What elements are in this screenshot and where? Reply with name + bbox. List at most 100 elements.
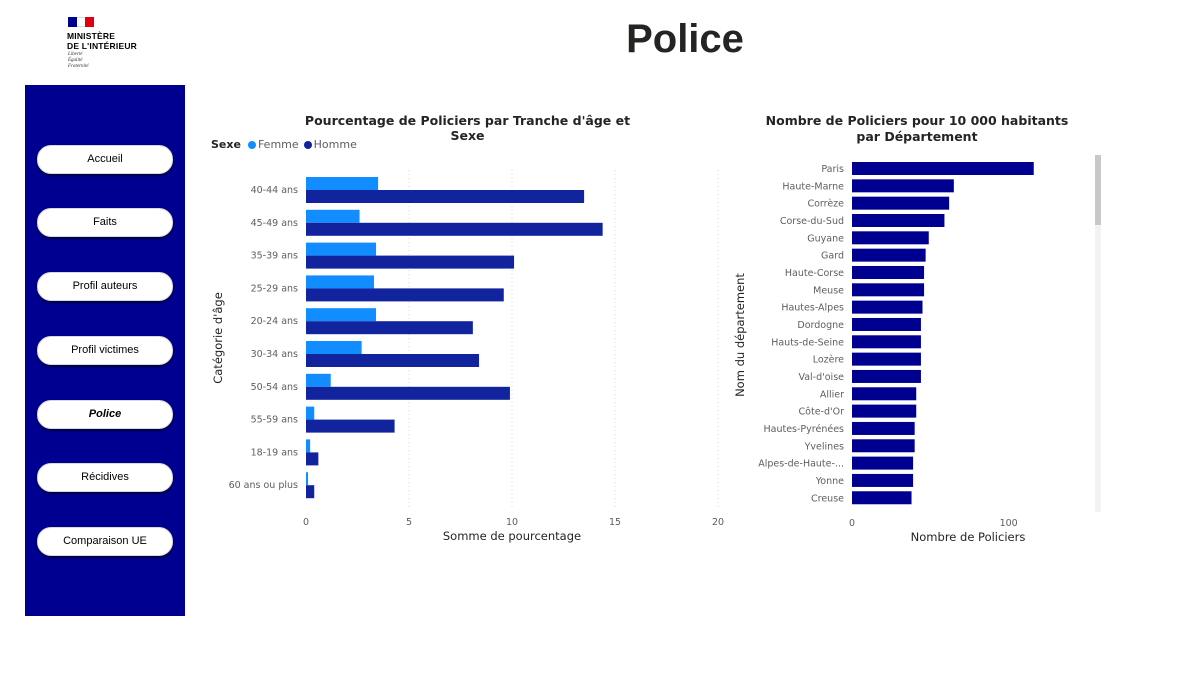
- age-bar-chart: 0 5 10 15 20 40-44 ans 45-49 ans 35-39 ans 25-29…: [211, 170, 724, 543]
- age-y-axis-title: Catégorie d'âge: [211, 292, 225, 384]
- flag-icon: [68, 17, 95, 27]
- age-y-tick-label: 40-44 ans: [251, 185, 298, 196]
- age-x-tick-label: 10: [506, 517, 518, 528]
- dept-y-tick-label: Côte-d'Or: [799, 407, 845, 418]
- dept-x-axis-title: Nombre de Policiers: [911, 530, 1026, 544]
- dept-y-tick-label: Val-d'oise: [798, 372, 844, 383]
- dept-y-tick-label: Guyane: [807, 233, 844, 244]
- age-bar-femme: [306, 439, 311, 453]
- age-bar-femme: [306, 177, 379, 190]
- department-chart-scroll-thumb[interactable]: [1095, 155, 1101, 225]
- flag-stripe-blue: [68, 17, 77, 27]
- legend-dot-homme: [303, 140, 312, 149]
- page-title: Police: [626, 17, 744, 61]
- age-bar-femme: [306, 209, 360, 223]
- nav-button-comparaison-ue[interactable]: Comparaison UE: [37, 527, 173, 556]
- nav-button-recidives[interactable]: Récidives: [37, 463, 173, 492]
- dept-bar: [852, 335, 921, 349]
- dept-bar: [852, 317, 921, 331]
- dept-y-tick-label: Corse-du-Sud: [780, 216, 844, 227]
- age-bar-femme: [306, 275, 374, 289]
- logo-line-1: MINISTÈRE: [67, 31, 116, 41]
- age-bar-homme: [306, 386, 510, 400]
- age-bar-femme: [306, 242, 377, 256]
- dept-bar: [852, 231, 929, 245]
- department-chart-title: Nombre de Policiers pour 10 000 habitant…: [765, 113, 1069, 144]
- age-x-tick-label: 5: [406, 517, 412, 528]
- dept-x-tick-label: 100: [1000, 518, 1018, 529]
- legend-item-femme[interactable]: Femme: [247, 138, 299, 151]
- nav-button-profil-victimes[interactable]: Profil victimes: [37, 336, 173, 365]
- age-x-tick-label: 20: [712, 517, 724, 528]
- dept-bar: [852, 491, 912, 505]
- dept-y-tick-label: Haute-Corse: [785, 268, 844, 279]
- dept-y-tick-label: Allier: [820, 389, 844, 400]
- legend-label-homme: Homme: [313, 138, 357, 151]
- dept-bar: [852, 456, 914, 470]
- dept-bar: [852, 421, 915, 435]
- age-y-tick-label: 60 ans ou plus: [229, 480, 298, 491]
- nav-button-profil-auteurs[interactable]: Profil auteurs: [37, 272, 173, 301]
- dept-bar: [852, 369, 921, 383]
- dept-y-tick-label: Hautes-Pyrénées: [764, 424, 845, 435]
- dept-y-tick-label: Lozère: [813, 355, 844, 366]
- dept-y-tick-label: Paris: [821, 164, 844, 175]
- legend-dot-femme: [247, 140, 256, 149]
- dept-bar: [852, 439, 915, 453]
- logo-motto-liberte: Liberté: [68, 52, 83, 57]
- age-bar-femme: [306, 472, 309, 486]
- dept-bar: [852, 283, 925, 297]
- age-x-axis-title: Somme de pourcentage: [443, 529, 581, 543]
- age-bar-homme: [306, 485, 315, 499]
- dept-y-tick-label: Haute-Marne: [782, 181, 844, 192]
- age-bar-homme: [306, 255, 515, 269]
- dept-x-tick-label: 0: [849, 518, 855, 529]
- age-y-tick-label: 18-19 ans: [251, 447, 298, 458]
- dept-y-tick-label: Dordogne: [797, 320, 844, 331]
- department-bar-chart: Paris Haute-Marne Corrèze Corse-du-Sud Guyan…: [733, 162, 1034, 544]
- age-bar-homme: [306, 190, 585, 203]
- dept-y-tick-label: Hautes-Alpes: [781, 303, 844, 314]
- dept-y-tick-label: Meuse: [813, 285, 844, 296]
- dept-bar: [852, 196, 950, 210]
- department-chart-scrollbar[interactable]: [1095, 155, 1101, 512]
- legend-title: Sexe: [211, 138, 241, 151]
- nav-button-police[interactable]: Police: [37, 400, 173, 429]
- age-x-tick-label: 0: [303, 517, 309, 528]
- logo-motto-egalite: Égalité: [68, 58, 83, 63]
- dept-y-tick-label: Yonne: [815, 476, 844, 487]
- dept-bar: [852, 265, 925, 279]
- dept-bar: [852, 300, 923, 314]
- dept-bar: [852, 162, 1034, 175]
- age-bar-homme: [306, 288, 504, 302]
- age-bar-femme: [306, 341, 362, 354]
- legend-label-femme: Femme: [257, 138, 299, 151]
- nav-button-faits[interactable]: Faits: [37, 208, 173, 237]
- dept-y-tick-label: Alpes-de-Haute-...: [758, 459, 844, 470]
- flag-stripe-red: [85, 17, 95, 27]
- dept-y-tick-label: Gard: [821, 251, 844, 262]
- dept-bar: [852, 387, 917, 401]
- nav-button-accueil[interactable]: Accueil: [37, 145, 173, 174]
- age-y-tick-label: 35-39 ans: [251, 251, 298, 262]
- sidebar: Accueil Faits Profil auteurs Profil vict…: [25, 85, 185, 616]
- age-bar-homme: [306, 321, 473, 335]
- age-y-tick-label: 55-59 ans: [251, 415, 298, 426]
- age-bar-femme: [306, 308, 377, 322]
- age-y-tick-label: 45-49 ans: [251, 218, 298, 229]
- age-bar-homme: [306, 452, 319, 466]
- dept-y-tick-label: Creuse: [811, 493, 844, 504]
- dept-bar: [852, 473, 914, 487]
- age-chart-legend: Sexe Femme Homme: [211, 138, 362, 151]
- dept-y-axis-title: Nom du département: [733, 273, 747, 397]
- age-bar-femme: [306, 406, 315, 420]
- age-bar-femme: [306, 373, 331, 387]
- ministry-logo: MINISTÈRE DE L'INTÉRIEUR Liberté Égalité…: [66, 16, 156, 74]
- legend-item-homme[interactable]: Homme: [303, 138, 357, 151]
- flag-stripe-white: [76, 17, 86, 27]
- age-x-tick-label: 15: [609, 517, 621, 528]
- dept-bar: [852, 352, 921, 366]
- dept-bar: [852, 404, 917, 418]
- dept-bar: [852, 213, 945, 227]
- age-y-tick-label: 20-24 ans: [251, 316, 298, 327]
